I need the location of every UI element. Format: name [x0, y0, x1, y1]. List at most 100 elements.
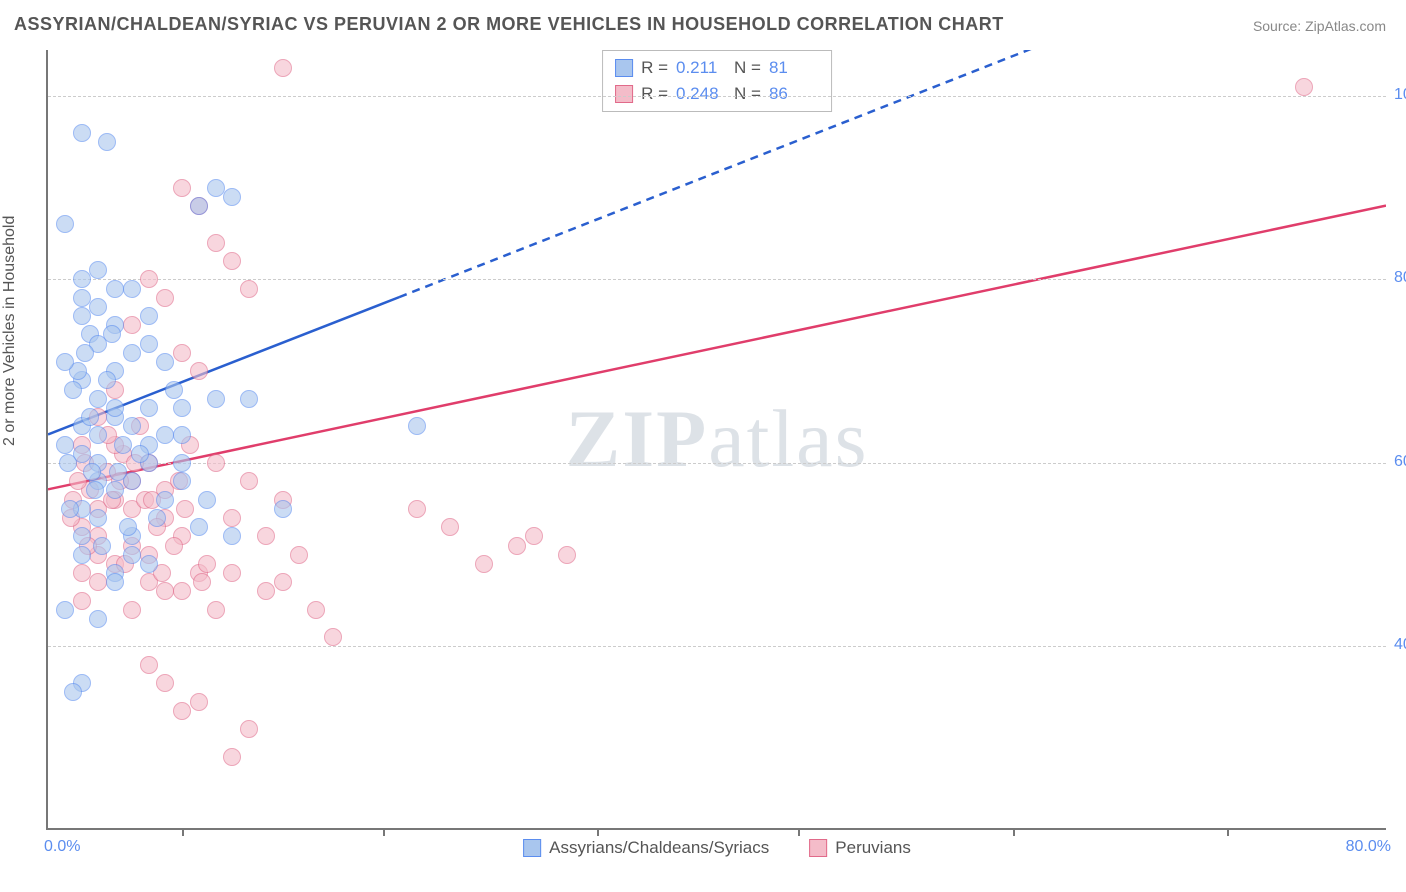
scatter-point [198, 491, 216, 509]
scatter-point [173, 344, 191, 362]
x-tick [182, 828, 184, 836]
scatter-point [207, 390, 225, 408]
stats-box: R = 0.211 N = 81 R = 0.248 N = 86 [602, 50, 832, 112]
scatter-point [73, 307, 91, 325]
x-tick [597, 828, 599, 836]
n-value-blue: 81 [769, 55, 819, 81]
scatter-point [190, 197, 208, 215]
scatter-point [73, 124, 91, 142]
scatter-point [119, 518, 137, 536]
n-value-pink: 86 [769, 81, 819, 107]
scatter-point [190, 362, 208, 380]
scatter-point [198, 555, 216, 573]
scatter-point [525, 527, 543, 545]
r-value-blue: 0.211 [676, 55, 726, 81]
y-tick-label: 100.0% [1394, 86, 1406, 104]
scatter-point [73, 289, 91, 307]
scatter-point [140, 555, 158, 573]
scatter-point [73, 564, 91, 582]
scatter-point [123, 601, 141, 619]
scatter-point [307, 601, 325, 619]
scatter-point [240, 280, 258, 298]
scatter-point [109, 463, 127, 481]
scatter-point [207, 454, 225, 472]
scatter-point [140, 399, 158, 417]
legend-item-blue: Assyrians/Chaldeans/Syriacs [523, 838, 769, 858]
scatter-point [73, 270, 91, 288]
scatter-point [274, 573, 292, 591]
gridline-h [48, 646, 1386, 647]
gridline-h [48, 96, 1386, 97]
scatter-point [61, 500, 79, 518]
scatter-point [123, 546, 141, 564]
chart-title: ASSYRIAN/CHALDEAN/SYRIAC VS PERUVIAN 2 O… [14, 14, 1004, 35]
scatter-point [131, 445, 149, 463]
scatter-point [207, 601, 225, 619]
legend-label-blue: Assyrians/Chaldeans/Syriacs [549, 838, 769, 858]
scatter-point [140, 656, 158, 674]
scatter-point [106, 481, 124, 499]
scatter-point [274, 500, 292, 518]
scatter-point [89, 426, 107, 444]
scatter-point [89, 261, 107, 279]
scatter-point [123, 417, 141, 435]
scatter-point [56, 436, 74, 454]
scatter-point [123, 316, 141, 334]
scatter-point [156, 674, 174, 692]
stats-row-pink: R = 0.248 N = 86 [615, 81, 819, 107]
scatter-point [324, 628, 342, 646]
scatter-point [156, 426, 174, 444]
x-tick [1013, 828, 1015, 836]
chart-container: ASSYRIAN/CHALDEAN/SYRIAC VS PERUVIAN 2 O… [0, 0, 1406, 892]
scatter-point [64, 683, 82, 701]
scatter-point [86, 481, 104, 499]
r-value-pink: 0.248 [676, 81, 726, 107]
scatter-point [89, 610, 107, 628]
scatter-point [173, 454, 191, 472]
scatter-point [240, 390, 258, 408]
legend-swatch-blue [523, 839, 541, 857]
scatter-point [148, 509, 166, 527]
scatter-point [173, 472, 191, 490]
scatter-point [123, 344, 141, 362]
scatter-point [441, 518, 459, 536]
swatch-pink [615, 85, 633, 103]
scatter-point [240, 472, 258, 490]
scatter-point [73, 592, 91, 610]
legend: Assyrians/Chaldeans/Syriacs Peruvians [523, 838, 911, 858]
scatter-point [1295, 78, 1313, 96]
y-axis-label: 2 or more Vehicles in Household [1, 216, 19, 446]
scatter-point [140, 270, 158, 288]
n-label: N = [734, 81, 761, 107]
scatter-point [173, 426, 191, 444]
scatter-point [140, 307, 158, 325]
scatter-point [223, 527, 241, 545]
legend-swatch-pink [809, 839, 827, 857]
scatter-point [56, 353, 74, 371]
scatter-point [93, 537, 111, 555]
scatter-point [475, 555, 493, 573]
scatter-point [290, 546, 308, 564]
scatter-point [114, 436, 132, 454]
scatter-point [240, 720, 258, 738]
scatter-point [508, 537, 526, 555]
scatter-point [165, 537, 183, 555]
scatter-point [173, 399, 191, 417]
watermark-light: atlas [708, 393, 868, 484]
scatter-point [89, 509, 107, 527]
scatter-point [207, 234, 225, 252]
scatter-point [408, 500, 426, 518]
r-label: R = [641, 81, 668, 107]
scatter-point [223, 564, 241, 582]
legend-label-pink: Peruvians [835, 838, 911, 858]
scatter-point [89, 573, 107, 591]
scatter-point [223, 509, 241, 527]
scatter-point [106, 280, 124, 298]
scatter-point [83, 463, 101, 481]
x-tick-label-max: 80.0% [1346, 838, 1391, 856]
scatter-point [156, 582, 174, 600]
scatter-point [408, 417, 426, 435]
source-label: Source: ZipAtlas.com [1253, 18, 1386, 34]
scatter-point [64, 381, 82, 399]
y-tick-label: 60.0% [1394, 453, 1406, 471]
